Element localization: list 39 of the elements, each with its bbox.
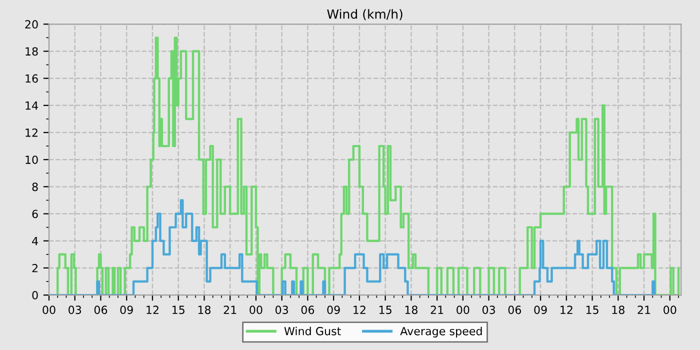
x-tick-label: 06 — [301, 306, 314, 314]
y-tick-label: 10 — [26, 156, 38, 164]
y-tick-label: 18 — [26, 47, 38, 56]
x-tick-label: 12 — [354, 306, 366, 314]
x-tick-label: 21 — [224, 306, 236, 314]
x-tick-label: 09 — [120, 306, 133, 314]
x-tick-label: 18 — [198, 306, 211, 314]
y-tick-label: 16 — [26, 74, 38, 83]
y-tick-label: 12 — [26, 128, 38, 137]
y-tick-label: 6 — [32, 210, 38, 218]
x-tick-label: 09 — [534, 306, 547, 314]
x-tick-label: 00 — [42, 306, 56, 314]
x-tick-label: 00 — [664, 306, 676, 314]
y-tick-label: 2 — [32, 264, 38, 272]
x-tick-label: 12 — [560, 306, 572, 314]
x-tick-label: 21 — [430, 306, 444, 314]
y-tick-label: 20 — [25, 20, 38, 29]
x-tick-label: 00 — [250, 306, 262, 314]
x-tick-label: 15 — [379, 306, 392, 314]
x-tick-label: 18 — [405, 306, 418, 314]
x-tick-label: 12 — [146, 306, 158, 314]
y-tick-label: 0 — [32, 291, 38, 300]
legend-label: Wind Gust — [284, 326, 341, 336]
x-tick-label: 18 — [612, 306, 624, 314]
x-tick-label: 03 — [68, 306, 82, 314]
x-tick-label: 21 — [638, 306, 650, 314]
x-tick-label: 15 — [586, 306, 598, 314]
x-tick-label: 09 — [327, 306, 340, 314]
x-tick-label: 06 — [508, 306, 522, 314]
y-tick-label: 14 — [26, 102, 38, 110]
x-tick-label: 06 — [94, 306, 108, 314]
x-tick-label: 03 — [275, 306, 288, 314]
x-tick-label: 03 — [482, 306, 495, 314]
x-tick-label: 15 — [172, 306, 184, 314]
y-tick-label: 4 — [32, 236, 38, 246]
x-tick-label: 00 — [456, 306, 470, 314]
legend-label: Average speed — [400, 326, 482, 338]
chart-title: Wind (km/h) — [327, 9, 402, 20]
y-tick-label: 8 — [32, 182, 38, 192]
